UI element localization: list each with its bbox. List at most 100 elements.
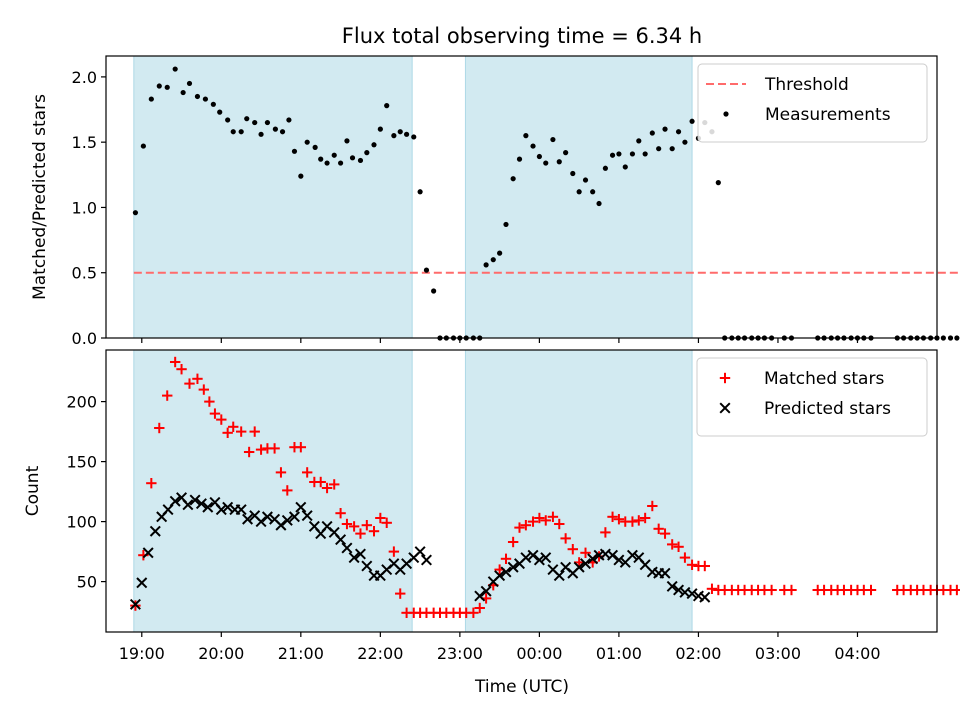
cross-b: [308, 520, 320, 532]
measurement-point: [629, 151, 636, 157]
measurement-point: [417, 189, 423, 195]
measurement-point: [431, 288, 437, 294]
y-tick-label: 0.0: [72, 329, 97, 348]
measurement-point: [609, 152, 616, 158]
measurement-point: [202, 96, 209, 102]
predicted-star-point: [573, 561, 585, 573]
cross-b: [341, 542, 353, 554]
matched-star-point: [474, 602, 485, 614]
predicted-star-point: [242, 513, 254, 525]
measurement-point: [503, 221, 509, 228]
measurement-point: [536, 153, 542, 160]
predicted-star-point: [275, 519, 287, 531]
x-tick-label: 20:00: [198, 644, 244, 663]
measurement-point: [669, 146, 675, 152]
cross-b: [321, 520, 333, 532]
count-y-axis-label: Count: [23, 465, 43, 516]
legend-label: Threshold: [764, 75, 849, 95]
measurement-point: [238, 129, 244, 135]
matched-star-point: [209, 408, 221, 419]
matched-star-point: [468, 607, 479, 618]
matched-star-point: [500, 553, 512, 564]
matched-star-point: [951, 584, 960, 596]
matched-star-point: [527, 516, 539, 527]
measurement-point: [550, 136, 556, 143]
matched-star-point: [295, 442, 307, 453]
measurement-point: [662, 126, 668, 132]
measurement-point: [556, 159, 562, 165]
measurement-point: [682, 139, 688, 145]
predicted-star-point: [587, 553, 599, 565]
cross-b: [673, 584, 685, 596]
measurement-point: [304, 139, 310, 145]
measurement-point: [954, 335, 960, 341]
measurement-point: [225, 117, 231, 123]
cross-b: [659, 567, 671, 579]
observing-window-shading: [133, 55, 693, 339]
matched-star-point: [301, 467, 313, 478]
cross-b: [335, 534, 347, 546]
predicted-star-point: [195, 498, 207, 510]
predicted-star-point: [301, 510, 313, 522]
matched-star-point: [554, 518, 565, 530]
measurement-point: [156, 83, 162, 89]
predicted-star-point: [719, 402, 731, 414]
predicted-star-point: [699, 591, 711, 603]
measurement-point: [530, 143, 536, 149]
matched-star-point: [580, 547, 591, 558]
measurement-point: [318, 156, 324, 162]
predicted-star-point: [520, 552, 532, 564]
ratio-x-ticks: [141, 338, 859, 343]
measurement-point: [324, 160, 330, 166]
predicted-star-point: [540, 552, 552, 564]
cross-b: [202, 501, 214, 513]
cross-b: [527, 549, 539, 561]
predicted-star-point: [500, 566, 512, 578]
cross-b: [136, 577, 148, 589]
measurement-point: [148, 96, 154, 102]
y-tick-label: 0.5: [72, 264, 97, 283]
x-tick-label: 03:00: [755, 644, 801, 663]
matched-star-point: [321, 482, 333, 494]
cross-b: [215, 504, 227, 516]
cross-b: [261, 511, 273, 523]
matched-star-point: [243, 446, 255, 458]
matched-star-point: [169, 356, 181, 368]
cross-b: [361, 560, 373, 572]
measurement-point: [397, 129, 403, 135]
measurement-point: [244, 116, 250, 122]
predicted-star-point: [474, 590, 486, 602]
matched-star-point: [176, 364, 187, 375]
x-tick-label: 00:00: [516, 644, 562, 663]
cross-b: [348, 552, 360, 564]
cross-b: [149, 525, 161, 537]
predicted-star-point: [348, 552, 360, 564]
measurement-point: [576, 189, 582, 195]
predicted-star-point: [666, 580, 678, 592]
measurement-point: [337, 160, 344, 166]
cross-b: [607, 549, 619, 561]
matched-star-point: [216, 414, 227, 425]
measurement-point: [411, 134, 417, 140]
cross-b: [169, 495, 181, 507]
predicted-star-point: [607, 549, 619, 561]
matched-star-point: [192, 373, 203, 384]
measurement-point: [570, 170, 576, 177]
measurement-point: [331, 152, 337, 158]
predicted-star-point: [580, 558, 592, 570]
cross-b: [553, 570, 565, 582]
matched-star-point: [520, 520, 532, 531]
matched-star-point: [600, 527, 611, 538]
predicted-star-point: [494, 570, 506, 582]
cross-b: [182, 499, 194, 511]
cross-b: [275, 519, 287, 531]
predicted-star-point: [553, 570, 565, 582]
matched-star-point: [146, 478, 157, 489]
matched-star-point: [315, 476, 326, 488]
matched-star-point: [282, 485, 293, 496]
measurement-point: [279, 129, 286, 135]
predicted-star-point: [189, 494, 201, 506]
measurement-point: [298, 173, 304, 179]
count-x-ticks: 19:00 20:00 21:00 22:00 23:00 00:00 01:00 02:00…: [119, 632, 881, 663]
